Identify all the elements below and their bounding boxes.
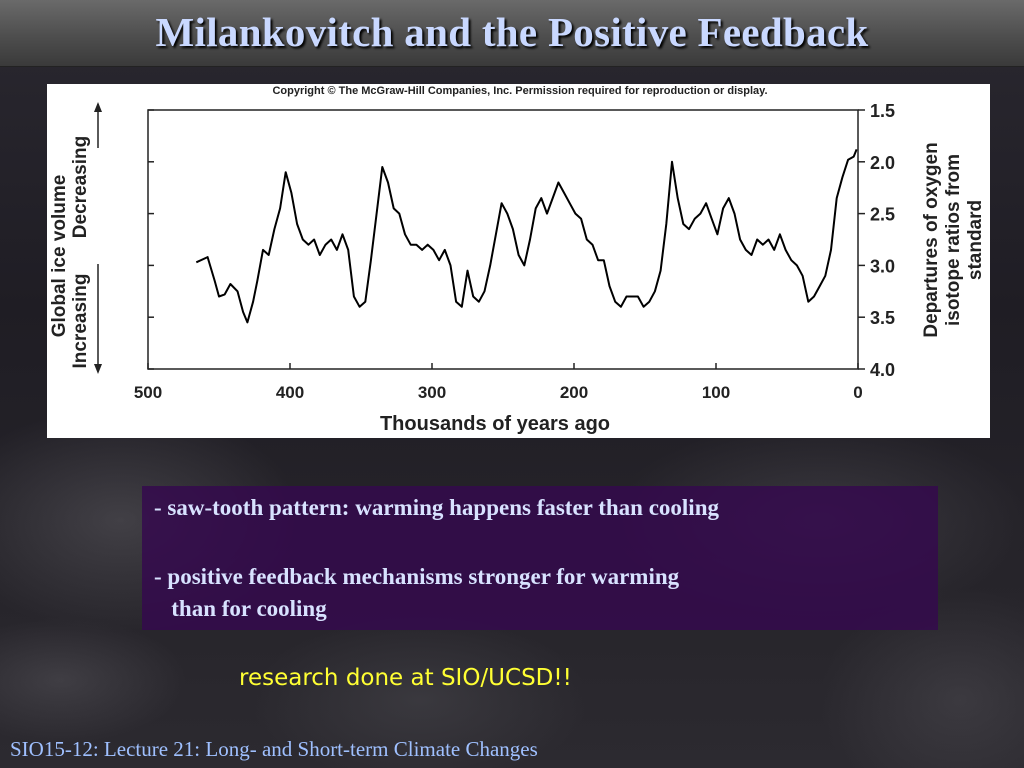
x-axis-title: Thousands of years ago [380, 413, 610, 435]
global-ice-volume-label: Global ice volume [49, 175, 70, 338]
title-bar: Milankovitch and the Positive Feedback [0, 0, 1024, 67]
arrow-up-icon [94, 102, 102, 112]
arrow-down-icon [94, 364, 102, 374]
notes-box: - saw-tooth pattern: warming happens fas… [142, 486, 938, 630]
y-axis-title: Departures of oxygen isotope ratios from… [921, 142, 986, 337]
y-tick-label: 1.5 [870, 101, 895, 121]
x-tick-label: 200 [560, 383, 588, 402]
y-axis-title-line-1: Departures of oxygen [921, 142, 942, 337]
y-tick-label: 3.5 [870, 308, 895, 328]
x-tick-label: 0 [853, 383, 862, 402]
research-note: research done at SIO/UCSD!! [239, 665, 572, 691]
left-annotation: Global ice volume Decreasing Increasing [49, 102, 102, 374]
x-tick-label: 500 [134, 383, 162, 402]
y-tick-label: 4.0 [870, 360, 895, 380]
decreasing-label: Decreasing [70, 136, 91, 238]
x-tick-label: 400 [276, 383, 304, 402]
y-tick-label: 2.0 [870, 153, 895, 173]
slide-title: Milankovitch and the Positive Feedback [155, 9, 869, 55]
x-tick-label: 300 [418, 383, 446, 402]
y-axis-title-line-2: isotope ratios from [943, 154, 964, 326]
x-axis: 500 400 300 200 100 0 [134, 363, 863, 402]
figure-copyright: Copyright © The McGraw-Hill Companies, I… [272, 85, 767, 97]
plot-area [195, 149, 858, 324]
footer: SIO15-12: Lecture 21: Long- and Short-te… [10, 737, 538, 761]
x-tick-label: 100 [702, 383, 730, 402]
plot-frame [147, 109, 859, 370]
oxygen-isotope-series-line [195, 149, 858, 324]
note-positive-feedback: - positive feedback mechanisms stronger … [154, 564, 680, 589]
note-positive-feedback-cont: than for cooling [154, 596, 327, 621]
figure-panel: Copyright © The McGraw-Hill Companies, I… [47, 84, 990, 438]
increasing-label: Increasing [70, 273, 91, 368]
chart-svg: Copyright © The McGraw-Hill Companies, I… [49, 85, 986, 435]
y-axis-title-line-3: standard [965, 200, 986, 280]
note-sawtooth: - saw-tooth pattern: warming happens fas… [154, 495, 719, 520]
y-tick-label: 3.0 [870, 256, 895, 276]
y-axis: 1.5 2.0 2.5 3.0 3.5 4.0 [148, 101, 895, 380]
y-tick-label: 2.5 [870, 205, 895, 225]
